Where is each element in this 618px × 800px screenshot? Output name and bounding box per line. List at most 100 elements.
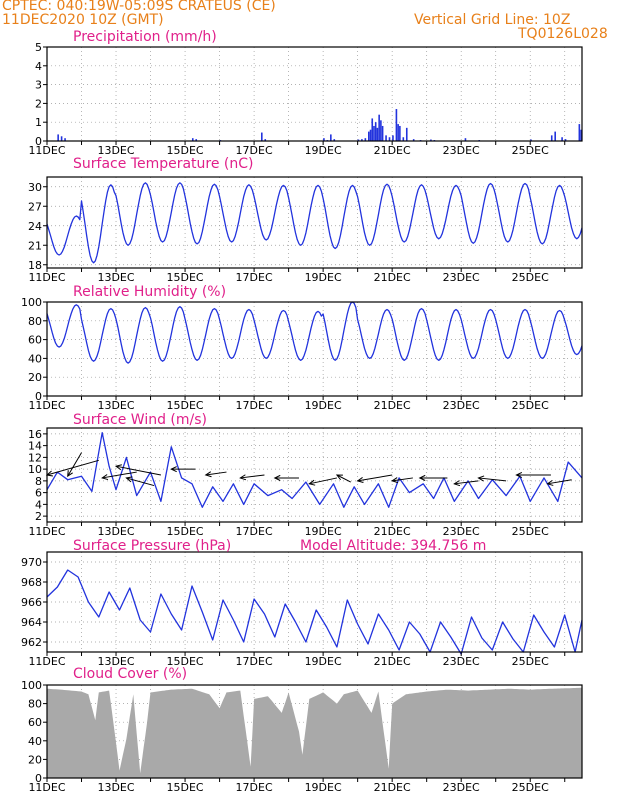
precip-bar — [64, 138, 66, 141]
y-tick-label: 1 — [35, 116, 42, 129]
x-tick-label: 13DEC — [97, 399, 134, 412]
y-tick-label: 20 — [28, 753, 42, 766]
precip-bar — [430, 139, 432, 141]
y-tick-label: 966 — [21, 596, 42, 609]
y-tick-label: 964 — [21, 616, 42, 629]
panel-title: Cloud Cover (%) — [73, 666, 187, 682]
wind-arrowhead — [335, 474, 343, 481]
wind-arrowhead — [125, 476, 133, 483]
x-tick-label: 11DEC — [28, 399, 65, 412]
y-tick-label: 14 — [28, 440, 42, 453]
x-tick-label: 15DEC — [167, 781, 204, 794]
y-tick-label: 0 — [35, 772, 42, 785]
precip-bar — [333, 139, 336, 141]
wind-arrowhead — [453, 480, 461, 487]
header-code: TQ0126L028 — [518, 26, 608, 42]
y-tick-label: 18 — [28, 259, 42, 272]
y-tick-label: 0 — [35, 135, 42, 148]
precip-bar — [378, 114, 380, 141]
panel-4 — [43, 427, 583, 526]
wind-vector — [205, 471, 227, 476]
y-tick-label: 40 — [28, 735, 42, 748]
x-tick-label: 17DEC — [236, 271, 273, 284]
x-tick-label: 15DEC — [167, 144, 204, 157]
y-tick-label: 10 — [28, 463, 42, 476]
panel-title: Relative Humidity (%) — [73, 284, 226, 300]
precip-bar — [361, 139, 363, 141]
wind-arrowhead — [67, 470, 73, 478]
panel-title: Surface Temperature (nC) — [73, 156, 254, 172]
y-tick-label: 962 — [21, 636, 42, 649]
series-line — [46, 182, 583, 264]
wind-arrowhead — [204, 471, 212, 478]
plot-frame — [46, 684, 583, 779]
x-tick-label: 19DEC — [305, 271, 342, 284]
precip-bar — [376, 127, 379, 141]
y-tick-label: 27 — [28, 200, 42, 213]
wind-arrowhead — [515, 471, 523, 479]
precip-bar — [371, 118, 374, 141]
series-line — [46, 432, 583, 508]
precip-bar — [402, 137, 405, 141]
precip-bar — [388, 137, 391, 141]
panel-1 — [43, 46, 583, 145]
precip-bar — [364, 138, 367, 141]
header-datetime: 11DEC2020 10Z (GMT) — [2, 12, 164, 28]
precip-bar — [380, 120, 382, 141]
precip-bar — [405, 127, 408, 141]
precip-bar — [373, 125, 375, 141]
precip-bar — [399, 125, 401, 141]
precip-bar — [580, 129, 582, 141]
x-tick-label: 25DEC — [512, 655, 549, 668]
panel-2 — [43, 176, 583, 272]
wind-vector — [115, 465, 161, 476]
x-tick-label: 19DEC — [305, 655, 342, 668]
plot-frame — [46, 176, 583, 269]
x-tick-label: 21DEC — [374, 271, 411, 284]
wind-vector — [336, 474, 351, 483]
wind-vector — [392, 477, 413, 482]
wind-vector — [547, 479, 572, 485]
precip-bar — [412, 139, 415, 141]
y-tick-label: 24 — [28, 220, 42, 233]
plot-frame — [46, 427, 583, 523]
precip-bar — [191, 138, 194, 141]
y-tick-label: 40 — [28, 352, 42, 365]
x-tick-label: 19DEC — [305, 399, 342, 412]
x-tick-label: 13DEC — [97, 144, 134, 157]
wind-arrowhead — [170, 466, 177, 473]
x-tick-label: 25DEC — [512, 144, 549, 157]
plot-area — [47, 552, 582, 652]
precip-bar — [264, 139, 267, 141]
precip-bar — [578, 124, 581, 141]
x-tick-label: 15DEC — [167, 399, 204, 412]
x-tick-label: 21DEC — [374, 525, 411, 538]
y-tick-label: 2 — [35, 510, 42, 523]
y-tick-label: 60 — [28, 716, 42, 729]
x-tick-label: 11DEC — [28, 525, 65, 538]
x-tick-label: 15DEC — [167, 271, 204, 284]
y-tick-label: 4 — [35, 60, 42, 73]
panel-title: Precipitation (mm/h) — [73, 29, 217, 45]
x-tick-label: 13DEC — [97, 655, 134, 668]
x-tick-label: 23DEC — [443, 271, 480, 284]
y-tick-label: 80 — [28, 315, 42, 328]
x-tick-label: 11DEC — [28, 144, 65, 157]
panel-title: Surface Wind (m/s) — [73, 412, 207, 428]
wind-vector — [454, 480, 479, 485]
precip-bar — [195, 139, 198, 141]
wind-vector — [478, 477, 507, 482]
wind-arrowhead — [418, 474, 426, 481]
wind-arrowhead — [546, 479, 554, 486]
x-tick-label: 19DEC — [305, 525, 342, 538]
model-altitude: Model Altitude: 394.756 m — [300, 538, 486, 554]
x-tick-label: 21DEC — [374, 144, 411, 157]
y-tick-label: 80 — [28, 698, 42, 711]
precip-bar — [550, 135, 553, 141]
series-line — [46, 301, 583, 364]
panel-5 — [43, 551, 583, 656]
series-line — [46, 569, 583, 655]
y-tick-label: 60 — [28, 334, 42, 347]
plot-frame — [46, 46, 583, 142]
